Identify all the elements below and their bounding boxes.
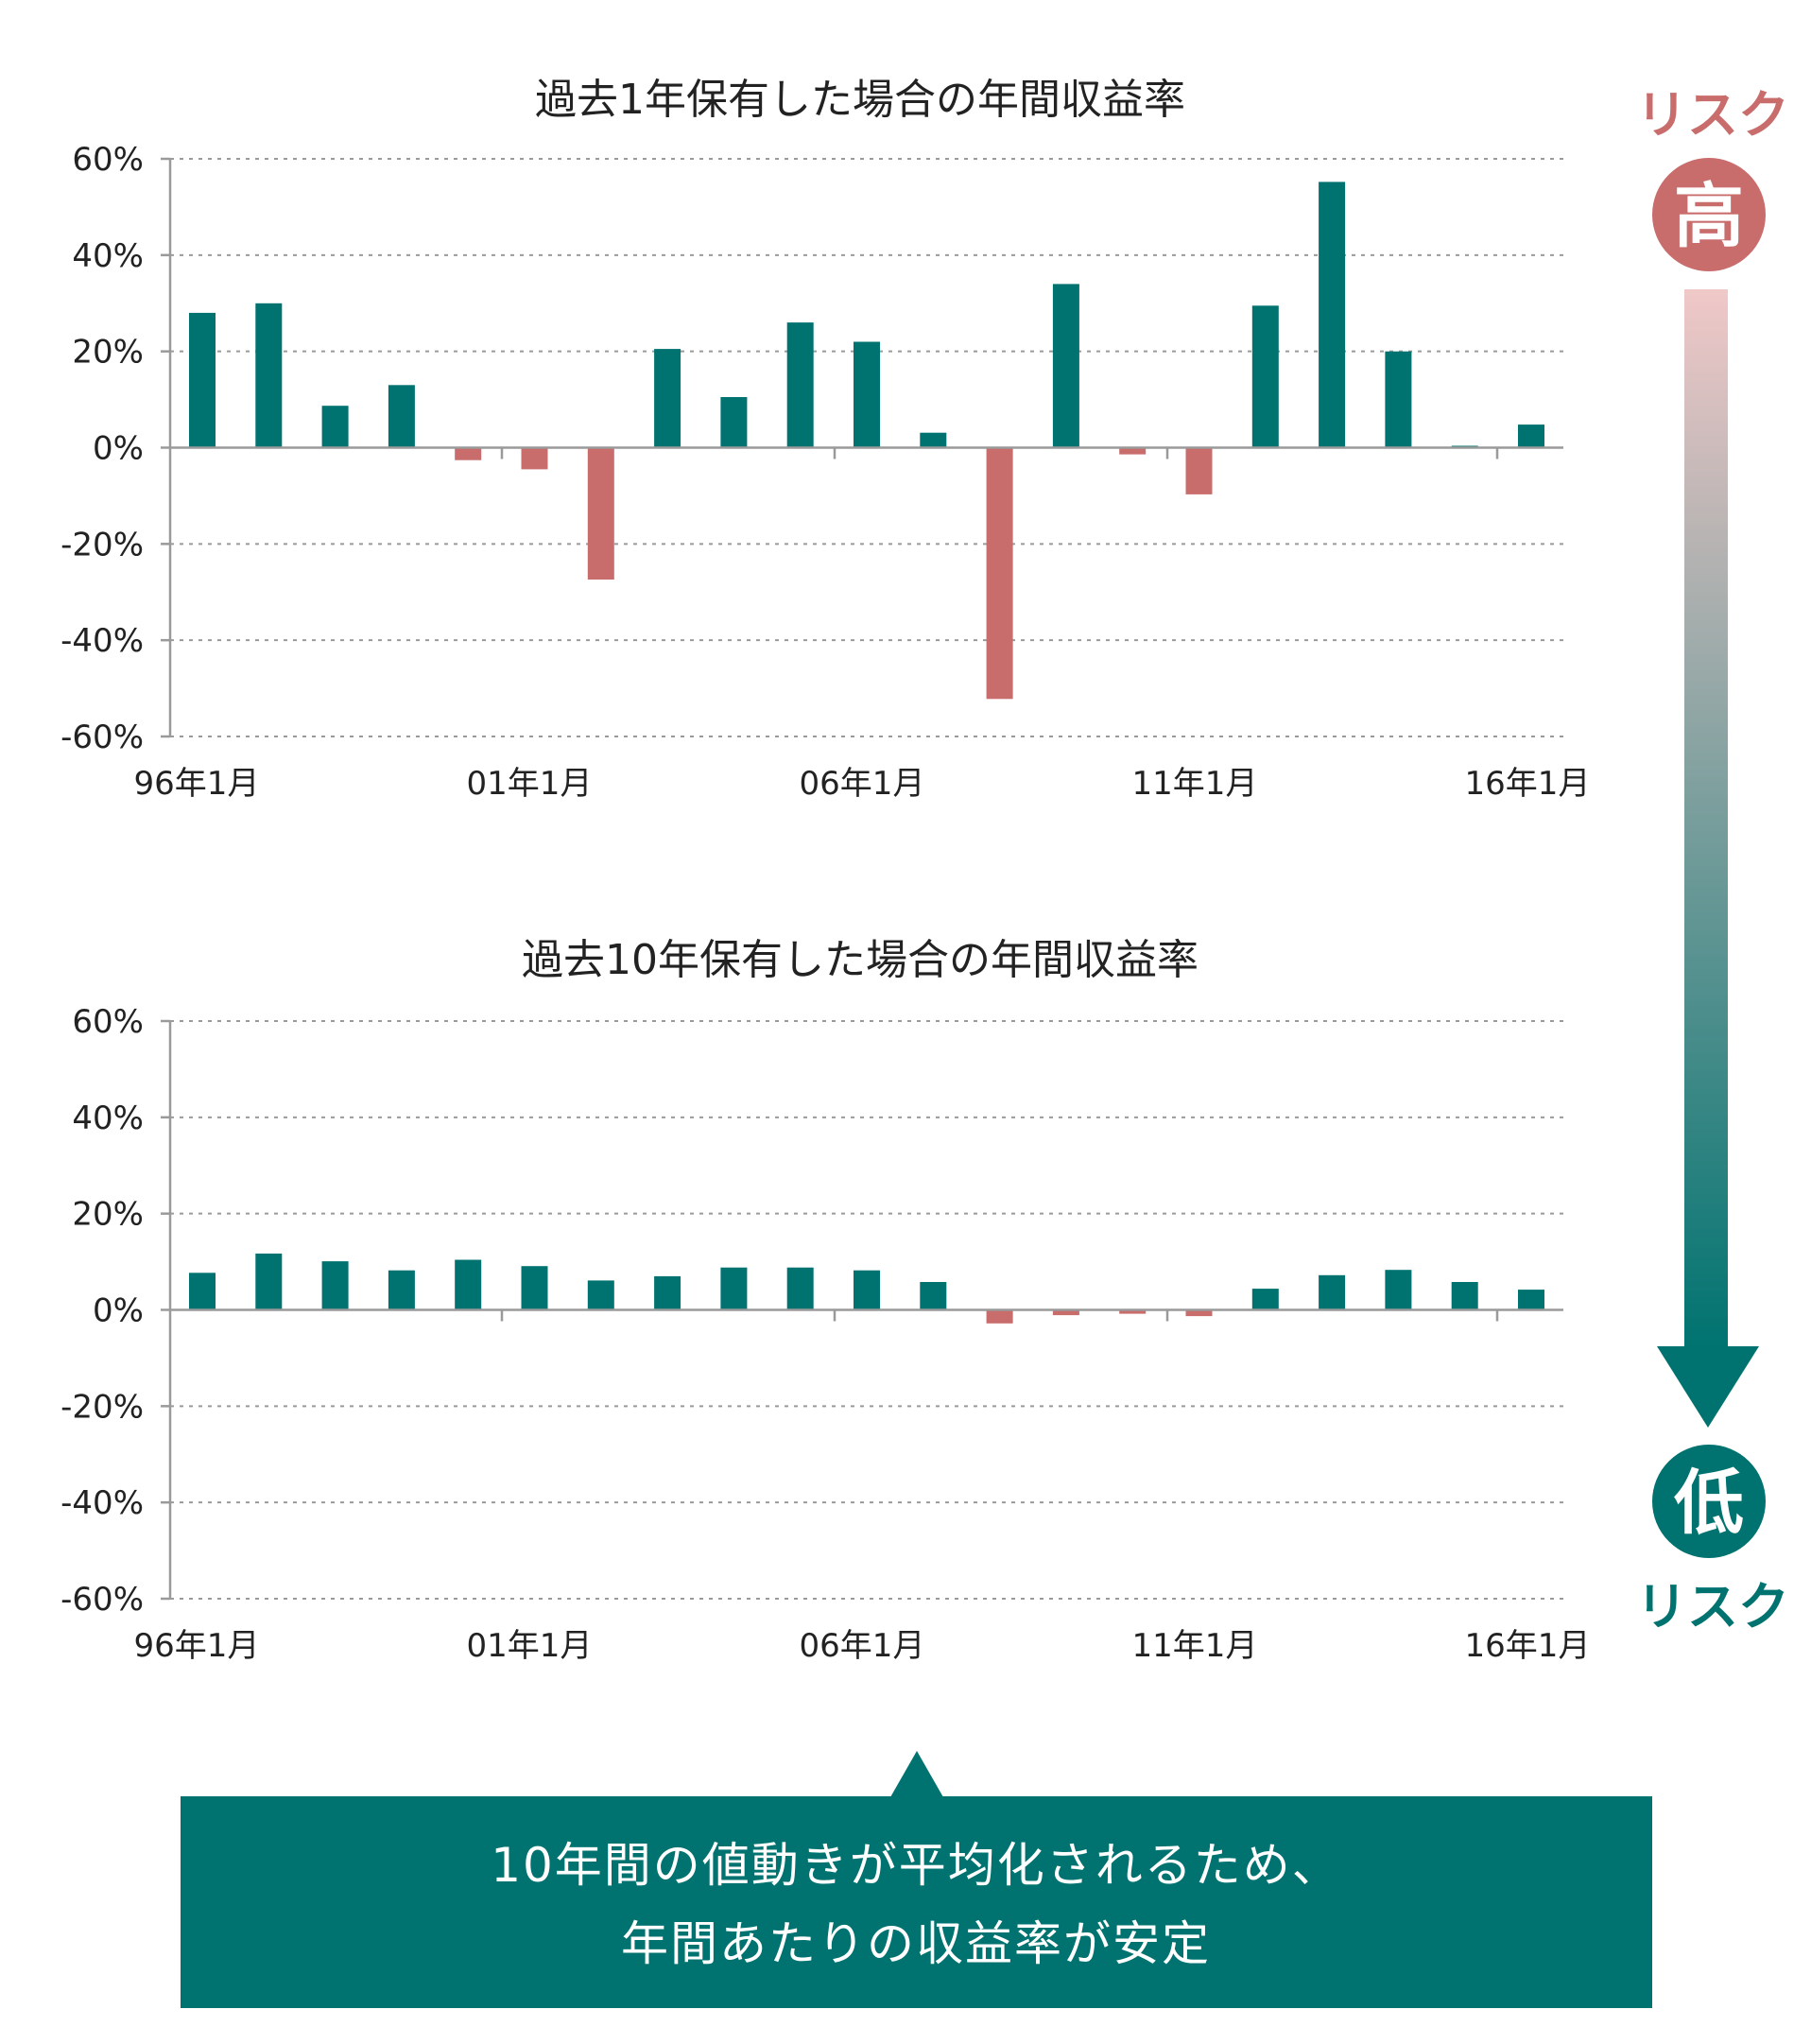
bar (521, 1266, 548, 1310)
y-tick-label: 60% (72, 1003, 144, 1041)
bar (1119, 1309, 1147, 1314)
y-tick-label: -40% (60, 1484, 144, 1522)
y-tick-label: 20% (72, 334, 144, 372)
risk-low-badge-text: 低 (1674, 1463, 1744, 1544)
bar (654, 1275, 681, 1310)
y-tick-label: 0% (93, 430, 144, 468)
risk-low-label: リスク (1636, 1577, 1789, 1637)
bar (854, 1270, 880, 1310)
bar (1385, 1270, 1412, 1310)
x-tick-label: 11年1月 (1132, 765, 1258, 803)
bar (1518, 1290, 1544, 1310)
y-tick-label: 40% (72, 237, 144, 275)
callout-pointer-icon (890, 1751, 943, 1797)
bar (1518, 424, 1544, 448)
callout-line-2: 年間あたりの収益率が安定 (621, 1916, 1211, 1971)
y-tick-label: 20% (72, 1196, 144, 1234)
bar (388, 1270, 415, 1310)
y-tick-label: 40% (72, 1100, 144, 1137)
bar (521, 447, 548, 470)
summary-callout: 10年間の値動きが平均化されるため、 年間あたりの収益率が安定 (181, 1751, 1652, 2008)
y-tick-label: 0% (93, 1292, 144, 1330)
bar (786, 1267, 814, 1310)
risk-scale: リスク 高 低 リスク (1636, 85, 1789, 1637)
callout-box (181, 1796, 1652, 2008)
bar (587, 1280, 614, 1310)
y-tick-label: -20% (60, 1388, 144, 1426)
chart-2: 過去10年保有した場合の年間収益率 60% 40% 20% 0% -20% -40% -60%… (60, 936, 1590, 1665)
bar (321, 1261, 349, 1310)
bar (587, 447, 614, 580)
charts-container: 過去1年保有した場合の年間収益率 60% 40% 20% 0% -20% -40% -60% 9… (60, 76, 1590, 1665)
x-tick-label: 16年1月 (1465, 1627, 1591, 1665)
risk-high-badge (1652, 158, 1766, 271)
bar (986, 447, 1013, 700)
chart-1: 過去1年保有した場合の年間収益率 60% 40% 20% 0% -20% -40% -60% 9… (60, 76, 1590, 803)
x-tick-label: 16年1月 (1465, 765, 1591, 803)
bar (189, 312, 216, 448)
bar (1319, 182, 1346, 448)
bar (720, 397, 748, 448)
bar (1185, 1309, 1213, 1317)
y-tick-label: -60% (60, 1581, 144, 1619)
bar (1052, 284, 1079, 448)
risk-high-label: リスク (1636, 85, 1789, 145)
bar (854, 341, 880, 448)
bar (1251, 305, 1279, 448)
x-tick-label: 96年1月 (134, 1627, 260, 1665)
x-tick-label: 06年1月 (800, 765, 925, 803)
bar (455, 447, 482, 460)
bar (1451, 1282, 1478, 1310)
bar (455, 1259, 482, 1310)
bar (321, 406, 349, 448)
x-tick-label: 01年1月 (467, 765, 593, 803)
x-tick-label: 01年1月 (467, 1627, 593, 1665)
risk-low-badge (1652, 1445, 1766, 1558)
bar (255, 1253, 283, 1310)
down-arrow-icon (1657, 1346, 1759, 1428)
y-tick-label: -20% (60, 526, 144, 563)
risk-high-badge-text: 高 (1674, 176, 1744, 257)
y-tick-label: -40% (60, 622, 144, 660)
bar (1185, 447, 1213, 494)
x-tick-label: 96年1月 (134, 765, 260, 803)
bar (388, 385, 415, 448)
x-tick-label: 06年1月 (800, 1627, 925, 1665)
x-tick-label: 11年1月 (1132, 1627, 1258, 1665)
bar (920, 432, 947, 448)
bar (255, 303, 283, 448)
bar (720, 1267, 748, 1310)
bar (786, 322, 814, 448)
bar (1052, 1309, 1079, 1316)
y-tick-label: -60% (60, 719, 144, 756)
bar (1319, 1274, 1346, 1310)
bar (1251, 1289, 1279, 1310)
bar (920, 1282, 947, 1310)
bar (654, 349, 681, 448)
chart-title: 過去10年保有した場合の年間収益率 (522, 936, 1199, 984)
bar (189, 1273, 216, 1310)
risk-gradient-bar (1684, 289, 1728, 1348)
bar (1385, 351, 1412, 448)
callout-line-1: 10年間の値動きが平均化されるため、 (491, 1838, 1341, 1893)
bar (1119, 447, 1147, 455)
bar (986, 1309, 1013, 1324)
y-tick-label: 60% (72, 141, 144, 179)
chart-title: 過去1年保有した場合の年間収益率 (535, 76, 1185, 124)
